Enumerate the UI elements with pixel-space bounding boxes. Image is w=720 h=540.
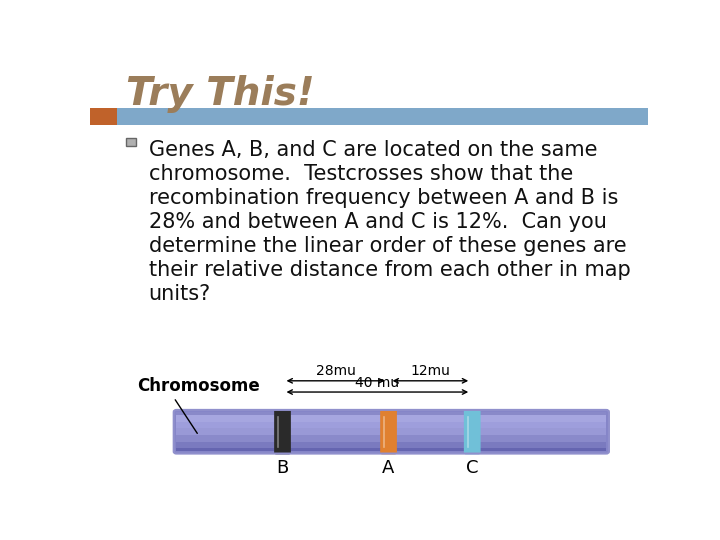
Bar — [176, 442, 606, 448]
Text: A: A — [382, 459, 395, 477]
Bar — [90, 109, 648, 125]
FancyBboxPatch shape — [174, 410, 609, 454]
Bar — [90, 109, 117, 125]
Bar — [176, 435, 606, 442]
Bar — [126, 138, 136, 146]
Bar — [176, 448, 606, 451]
Text: B: B — [276, 459, 289, 477]
Text: 40 mu: 40 mu — [355, 375, 400, 389]
Text: chromosome.  Testcrosses show that the: chromosome. Testcrosses show that the — [148, 164, 573, 184]
Text: Genes A, B, and C are located on the same: Genes A, B, and C are located on the sam… — [148, 140, 597, 160]
Bar — [176, 428, 606, 435]
FancyBboxPatch shape — [464, 409, 481, 454]
Text: recombination frequency between A and B is: recombination frequency between A and B … — [148, 188, 618, 208]
Text: their relative distance from each other in map: their relative distance from each other … — [148, 260, 630, 280]
Text: C: C — [466, 459, 479, 477]
Text: 12mu: 12mu — [410, 364, 450, 379]
Text: units?: units? — [148, 285, 211, 305]
Text: determine the linear order of these genes are: determine the linear order of these gene… — [148, 236, 626, 256]
Text: Try This!: Try This! — [126, 75, 315, 113]
Bar — [176, 415, 606, 422]
FancyBboxPatch shape — [274, 409, 291, 454]
Bar — [176, 422, 606, 428]
Text: 28mu: 28mu — [315, 364, 356, 379]
FancyBboxPatch shape — [380, 409, 397, 454]
Bar — [176, 412, 606, 415]
Text: 28% and between A and C is 12%.  Can you: 28% and between A and C is 12%. Can you — [148, 212, 606, 232]
Text: Chromosome: Chromosome — [138, 377, 260, 395]
